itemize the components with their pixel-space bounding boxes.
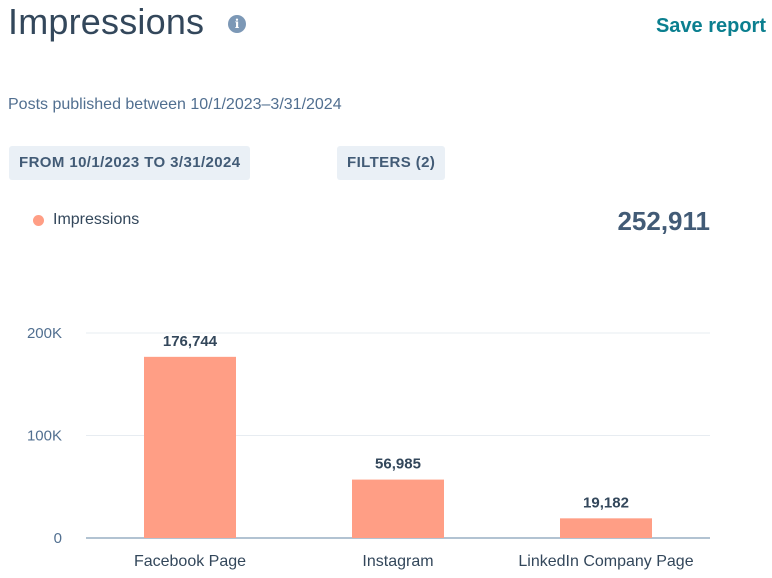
bar (560, 518, 652, 538)
bar (144, 356, 236, 538)
data-label: 56,985 (375, 456, 421, 473)
x-tick-label: Facebook Page (134, 553, 246, 570)
info-icon[interactable]: i (228, 15, 246, 33)
chart-legend: Impressions (33, 211, 139, 229)
date-range-description: Posts published between 10/1/2023–3/31/2… (8, 96, 342, 113)
y-tick-label: 0 (54, 530, 62, 547)
page-title: Impressions (8, 1, 205, 42)
save-report-button[interactable]: Save report (655, 15, 766, 37)
legend-label: Impressions (53, 211, 140, 228)
bar (352, 479, 444, 538)
y-tick-label: 200K (27, 325, 62, 342)
filters-button[interactable]: FILTERS (2) (337, 146, 446, 180)
x-tick-label: Instagram (362, 553, 433, 570)
legend-dot-icon (33, 214, 44, 226)
x-tick-label: LinkedIn Company Page (518, 553, 693, 570)
data-label: 176,744 (163, 333, 218, 350)
data-label: 19,182 (583, 494, 629, 511)
impressions-total: 252,911 (617, 206, 710, 236)
y-tick-label: 100K (27, 428, 62, 445)
date-range-filter-button[interactable]: FROM 10/1/2023 TO 3/31/2024 (9, 146, 251, 180)
